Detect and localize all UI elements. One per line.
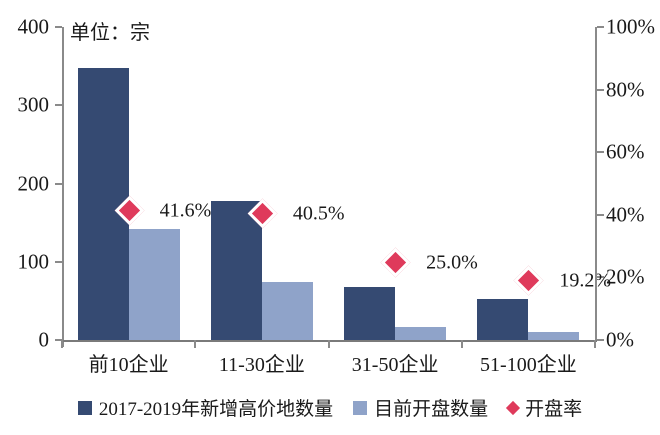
x-axis-tick	[194, 340, 197, 348]
right-axis-line	[595, 27, 597, 340]
right-axis-tick	[597, 88, 604, 91]
right-axis-tick	[597, 213, 604, 216]
opening-rate-label: 19.2%	[559, 269, 612, 292]
opening-rate-label: 25.0%	[426, 251, 478, 274]
opening-rate-label: 41.6%	[159, 199, 212, 222]
right-axis-tick-label: 20%	[606, 264, 645, 289]
right-axis-tick-label: 0%	[606, 327, 634, 352]
bar-opened	[128, 228, 180, 340]
opening-rate-diamond-marker	[380, 247, 411, 278]
legend-square-icon	[353, 400, 368, 415]
right-axis-tick	[597, 276, 604, 279]
category-label: 11-30企业	[218, 354, 305, 376]
opening-rate-label: 40.5%	[292, 202, 345, 225]
bar-opened	[261, 282, 313, 340]
x-axis-tick	[594, 340, 596, 348]
x-axis-tick	[327, 340, 330, 348]
right-axis-tick	[597, 26, 604, 28]
right-axis-tick-label: 60%	[606, 139, 645, 164]
left-axis-tick-label: 300	[17, 92, 50, 117]
right-axis-tick-label: 40%	[606, 202, 645, 227]
left-axis-line	[62, 27, 64, 347]
x-axis-tick	[460, 340, 463, 348]
right-axis-tick	[597, 151, 604, 154]
bar-opened	[395, 326, 447, 340]
legend-item: 开盘率	[506, 394, 583, 421]
right-axis-tick	[597, 339, 604, 341]
legend-label: 目前开盘数量	[374, 399, 489, 420]
left-axis-tick	[55, 182, 62, 185]
bar-opened	[528, 332, 580, 340]
category-label: 31-50企业	[351, 354, 439, 376]
left-axis-tick-label: 0	[38, 327, 50, 352]
left-axis-tick	[55, 260, 62, 263]
category-label: 前10企业	[88, 354, 169, 376]
right-axis-tick-label: 100%	[606, 14, 655, 39]
bar-new-highprice-land	[477, 299, 529, 340]
x-axis-tick	[61, 340, 63, 348]
category-label: 51-100企业	[480, 354, 577, 376]
legend: 2017-2019年新增高价地数量 目前开盘数量 开盘率	[0, 394, 660, 421]
left-axis-tick	[55, 339, 62, 341]
unit-label: 单位：宗	[70, 22, 150, 44]
left-axis-tick-label: 400	[17, 14, 50, 39]
legend-label: 2017-2019年新增高价地数量	[98, 399, 334, 420]
x-axis-line	[62, 340, 597, 342]
legend-square-icon	[77, 400, 92, 415]
legend-label: 开盘率	[525, 399, 583, 420]
left-axis-tick-label: 100	[17, 249, 50, 274]
opening-rate-diamond-marker	[514, 265, 544, 296]
left-axis-tick	[55, 26, 62, 28]
right-axis-tick-label: 80%	[606, 77, 645, 102]
bar-new-highprice-land	[344, 286, 396, 340]
left-axis-tick	[55, 104, 62, 107]
legend-diamond-icon	[506, 400, 521, 415]
legend-item: 2017-2019年新增高价地数量	[77, 394, 334, 421]
bar-new-highprice-land	[210, 200, 262, 340]
legend-item: 目前开盘数量	[353, 394, 488, 421]
left-axis-tick-label: 200	[17, 171, 50, 195]
